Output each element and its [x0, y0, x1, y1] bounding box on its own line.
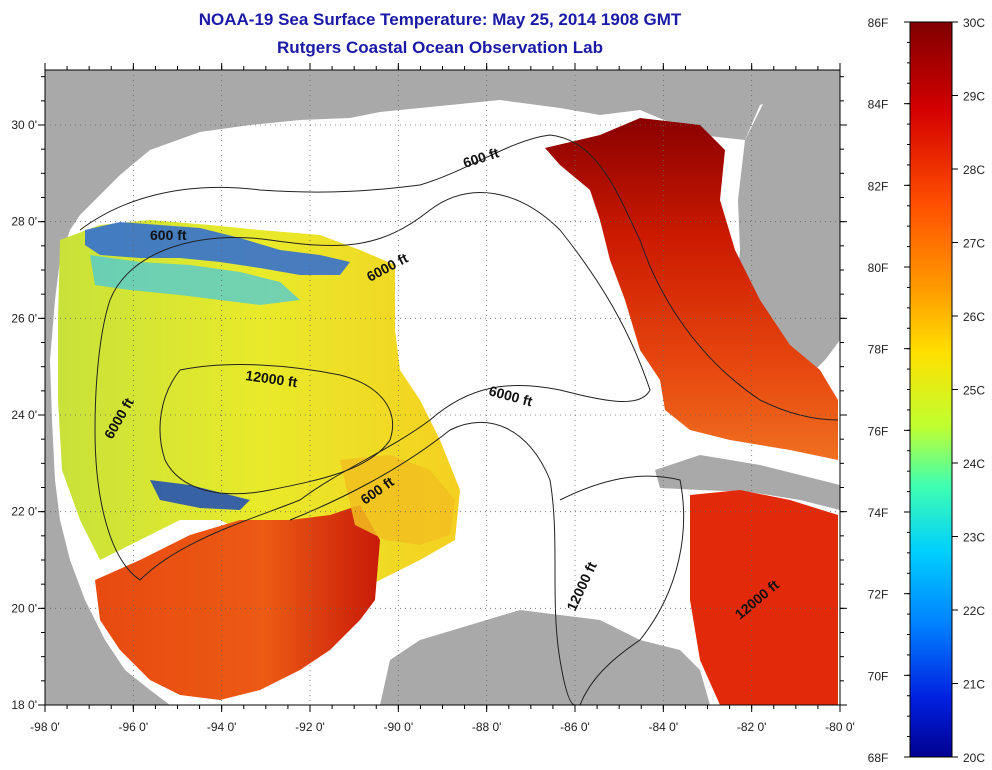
lat-tick-label: 26 0'	[11, 311, 37, 325]
colorbar-gradient	[909, 21, 953, 758]
lon-tick-label: -88 0'	[472, 720, 502, 734]
contour-12000ft-inner	[159, 364, 394, 495]
colorbar-c-label: 24C	[963, 457, 985, 471]
longitude-labels: -98 0' -96 0' -94 0' -92 0' -90 0' -88 0' -86 …	[30, 720, 855, 734]
contour-6000ft-ring	[94, 192, 651, 581]
sst-caribbean-warm	[690, 490, 838, 705]
sst-central-yellow	[340, 455, 455, 545]
colorbar-c-label: 27C	[963, 237, 985, 251]
lat-tick-label: 24 0'	[11, 408, 37, 422]
lon-tick-label: -94 0'	[207, 720, 237, 734]
sst-blue-streak	[150, 480, 250, 510]
lon-tick-label: -84 0'	[649, 720, 679, 734]
colorbar-c-label: 30C	[963, 16, 985, 30]
lon-tick-label: -98 0'	[30, 720, 60, 734]
land-yucatan	[380, 610, 710, 705]
gridlines	[38, 63, 847, 712]
map-subtitle: Rutgers Coastal Ocean Observation Lab	[277, 38, 603, 57]
contour-12000ft-yucatan	[559, 475, 685, 705]
contour-label-12000ft-west: 12000 ft	[245, 367, 299, 390]
bathymetry-contours	[79, 134, 839, 705]
sst-east-gulf-warm	[545, 118, 838, 460]
lon-tick-label: -96 0'	[119, 720, 149, 734]
colorbar-c-label: 29C	[963, 90, 985, 104]
land-cuba	[655, 455, 840, 510]
map-title: NOAA-19 Sea Surface Temperature: May 25,…	[198, 10, 682, 29]
latitude-labels: 30 0' 28 0' 26 0' 24 0' 22 0' 20 0' 18 0'	[11, 118, 37, 712]
lon-tick-label: -86 0'	[560, 720, 590, 734]
lon-tick-label: -80 0'	[825, 720, 855, 734]
sst-west-lightblue	[90, 255, 300, 305]
lon-tick-label: -90 0'	[384, 720, 414, 734]
sst-map: -98 0' -96 0' -94 0' -92 0' -90 0' -88 0' -86 …	[11, 63, 855, 734]
contour-label-600ft-nw: 600 ft	[150, 227, 187, 243]
lon-tick-label: -92 0'	[295, 720, 325, 734]
colorbar-celsius-labels: 30C 29C 28C 27C 26C 25C 24C 23C 22C 21C 20C	[952, 16, 985, 765]
lat-tick-label: 22 0'	[11, 505, 37, 519]
colorbar-c-label: 22C	[963, 604, 985, 618]
colorbar-c-label: 21C	[963, 678, 985, 692]
lat-tick-label: 28 0'	[11, 215, 37, 229]
contour-600ft-yucatan	[289, 421, 576, 705]
sst-south-warm	[95, 505, 380, 700]
lat-tick-label: 20 0'	[11, 601, 37, 615]
sst-west-blue-band	[85, 222, 350, 275]
contour-600ft-north	[79, 134, 839, 421]
colorbar-c-label: 23C	[963, 531, 985, 545]
colorbar-c-label: 20C	[963, 751, 985, 765]
colorbar-c-label: 26C	[963, 310, 985, 324]
colorbar-c-label: 28C	[963, 163, 985, 177]
land-north	[45, 70, 840, 705]
lat-tick-label: 30 0'	[11, 118, 37, 132]
lat-tick-label: 18 0'	[11, 698, 37, 712]
colorbar-c-label: 25C	[963, 384, 985, 398]
lon-tick-label: -82 0'	[737, 720, 767, 734]
